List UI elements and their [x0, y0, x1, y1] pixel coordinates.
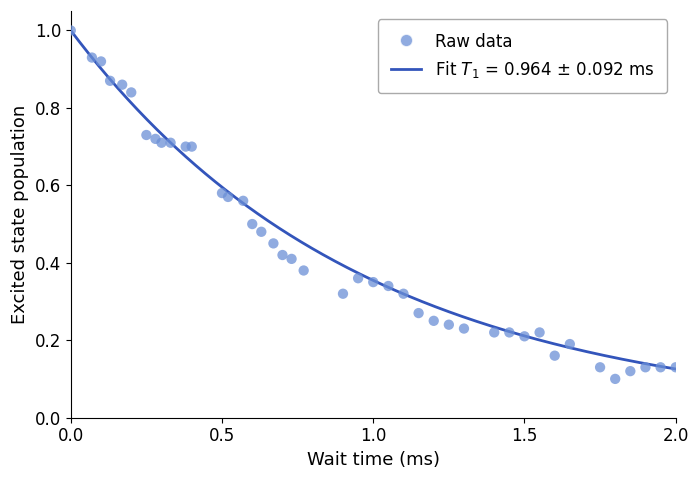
- Point: [277, 251, 288, 259]
- Point: [298, 267, 309, 275]
- Point: [443, 321, 454, 328]
- Point: [564, 340, 575, 348]
- Point: [549, 352, 560, 360]
- Point: [337, 290, 349, 298]
- Point: [286, 255, 297, 263]
- Point: [519, 333, 530, 340]
- Point: [489, 329, 500, 336]
- Point: [383, 282, 394, 290]
- Point: [670, 363, 681, 371]
- Point: [398, 290, 409, 298]
- Point: [640, 363, 651, 371]
- Point: [246, 220, 258, 228]
- Point: [150, 135, 161, 143]
- Point: [216, 189, 228, 197]
- Point: [624, 367, 636, 375]
- Point: [610, 375, 621, 383]
- Legend: Raw data, Fit $T_1$ = 0.964 ± 0.092 ms: Raw data, Fit $T_1$ = 0.964 ± 0.092 ms: [378, 20, 667, 94]
- Point: [268, 240, 279, 247]
- Point: [413, 309, 424, 317]
- Point: [180, 143, 191, 150]
- Point: [368, 278, 379, 286]
- Point: [237, 197, 248, 204]
- Point: [458, 325, 470, 333]
- Point: [165, 139, 176, 146]
- X-axis label: Wait time (ms): Wait time (ms): [307, 451, 440, 469]
- Point: [65, 26, 76, 34]
- Point: [95, 58, 106, 65]
- Point: [256, 228, 267, 236]
- Point: [655, 363, 666, 371]
- Point: [534, 329, 545, 336]
- Point: [141, 131, 152, 139]
- Point: [86, 54, 97, 61]
- Point: [428, 317, 440, 324]
- Point: [186, 143, 197, 150]
- Point: [223, 193, 234, 201]
- Y-axis label: Excited state population: Excited state population: [11, 105, 29, 324]
- Point: [504, 329, 515, 336]
- Point: [117, 81, 128, 88]
- Point: [594, 363, 606, 371]
- Point: [104, 77, 116, 84]
- Point: [353, 275, 364, 282]
- Point: [156, 139, 167, 146]
- Point: [126, 89, 137, 96]
